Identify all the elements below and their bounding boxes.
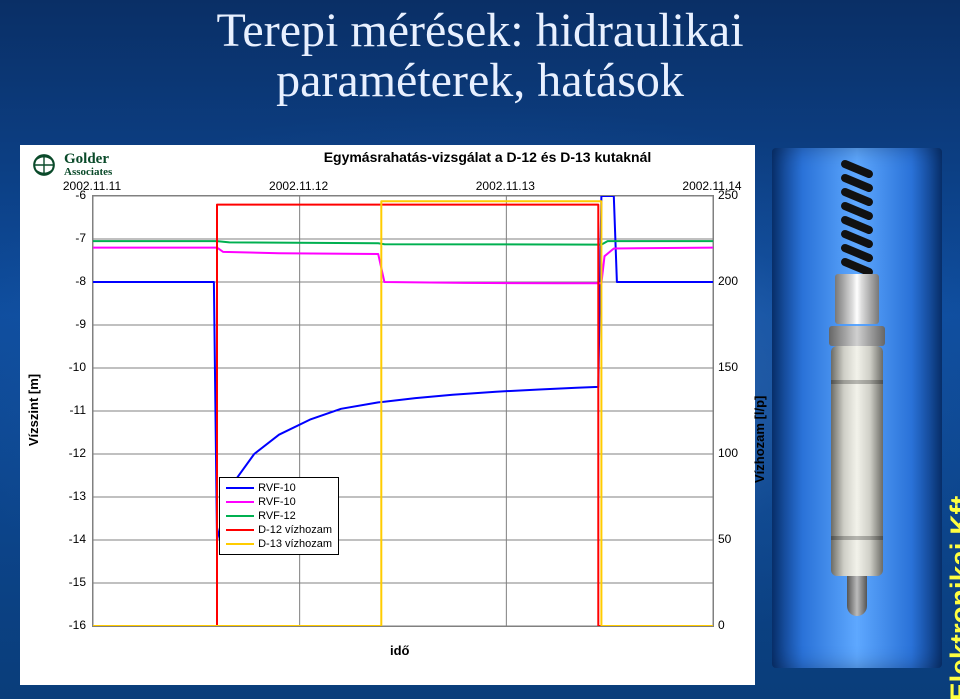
y-axis-right-title: Vízhozam [l/p] <box>752 396 767 483</box>
y-left-tick-label: -15 <box>58 575 86 589</box>
y-left-tick-label: -10 <box>58 360 86 374</box>
legend: RVF-10RVF-10RVF-12D-12 vízhozamD-13 vízh… <box>219 477 339 555</box>
y-left-tick-label: -14 <box>58 532 86 546</box>
y-left-tick-label: -7 <box>58 231 86 245</box>
y-right-tick-label: 200 <box>718 274 738 288</box>
x-tick-label: 2002.11.12 <box>269 179 328 193</box>
title-line1: Terepi mérések: hidraulikai <box>0 6 960 56</box>
y-axis-left-title: Vízszint [m] <box>26 374 41 446</box>
x-axis-title: idő <box>390 643 410 658</box>
sensor-label: DATAQUA Elektronikai Kft. <box>944 488 960 699</box>
legend-item: RVF-10 <box>226 481 332 495</box>
plot-svg <box>93 196 713 626</box>
plot-area <box>92 195 714 627</box>
y-left-tick-label: -12 <box>58 446 86 460</box>
y-right-tick-label: 0 <box>718 618 725 632</box>
y-left-tick-label: -6 <box>58 188 86 202</box>
logo-text: Golder Associates <box>64 152 112 178</box>
chart-subtitle: Egymásrahatás-vizsgálat a D-12 és D-13 k… <box>250 149 725 165</box>
globe-icon <box>30 151 58 179</box>
y-right-tick-label: 50 <box>718 532 731 546</box>
title-line2: paraméterek, hatások <box>0 56 960 106</box>
y-left-tick-label: -8 <box>58 274 86 288</box>
y-right-tick-label: 100 <box>718 446 738 460</box>
y-right-tick-label: 150 <box>718 360 738 374</box>
legend-item: RVF-12 <box>226 509 332 523</box>
y-left-tick-label: -9 <box>58 317 86 331</box>
y-left-tick-label: -13 <box>58 489 86 503</box>
chart-panel: Golder Associates Egymásrahatás-vizsgála… <box>20 145 755 685</box>
y-left-tick-label: -11 <box>58 403 86 417</box>
slide-title: Terepi mérések: hidraulikai paraméterek,… <box>0 0 960 107</box>
legend-item: D-13 vízhozam <box>226 537 332 551</box>
y-right-tick-label: 250 <box>718 188 738 202</box>
sensor-spring-icon <box>837 158 877 278</box>
slide: Terepi mérések: hidraulikai paraméterek,… <box>0 0 960 699</box>
sensor-photo: DATAQUA Elektronikai Kft. <box>772 148 942 668</box>
y-left-tick-label: -16 <box>58 618 86 632</box>
legend-item: RVF-10 <box>226 495 332 509</box>
x-tick-label: 2002.11.13 <box>476 179 535 193</box>
golder-logo: Golder Associates <box>30 151 112 179</box>
legend-item: D-12 vízhozam <box>226 523 332 537</box>
